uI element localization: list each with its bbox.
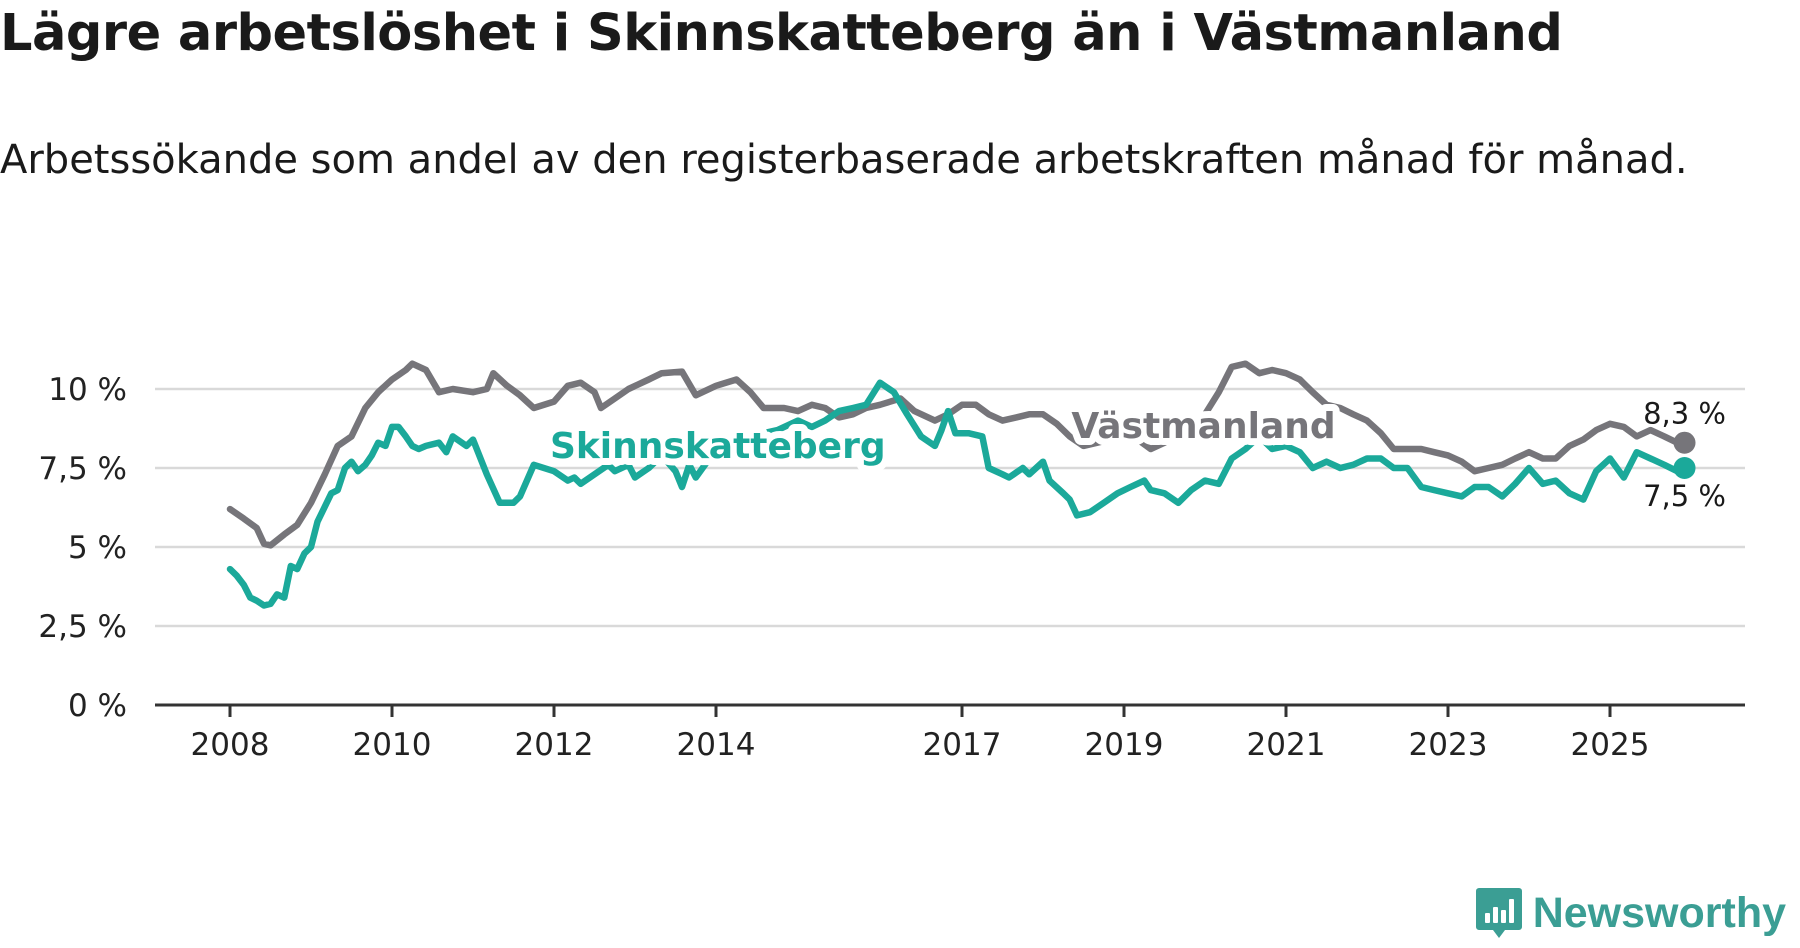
brand[interactable]: Newsworthy: [1475, 886, 1786, 940]
series-label-skinnskatteberg: Skinnskatteberg: [550, 426, 886, 467]
grid-layer: [155, 387, 1745, 628]
series-line-skinnskatteberg: [226, 379, 1688, 609]
x-tick-label: 2008: [191, 727, 270, 763]
x-tick-label: 2023: [1409, 727, 1488, 763]
x-tick-label: 2025: [1571, 727, 1650, 763]
chart-title: Lägre arbetslöshet i Skinnskatteberg än …: [0, 4, 1563, 63]
series-label-halo-skinnskatteberg: Skinnskatteberg: [550, 426, 886, 467]
x-tick-label: 2019: [1085, 727, 1164, 763]
series-label-västmanland: Västmanland: [1071, 406, 1335, 447]
y-tick-label: 2,5 %: [38, 609, 127, 645]
y-tick-label: 5 %: [68, 530, 127, 566]
x-tick-label: 2017: [923, 727, 1002, 763]
y-tick-label: 0 %: [68, 688, 127, 724]
endpoint-marker-västmanland: [1673, 431, 1696, 454]
axis-layer: 0 % 2,5 % 5 % 7,5 % 10 % 2008 2010 2012 2014 2017…: [38, 372, 1745, 763]
series-label-halo-västmanland: Västmanland: [1071, 406, 1335, 447]
x-tick-label: 2014: [677, 727, 756, 763]
x-tick-label: 2010: [353, 727, 432, 763]
newsworthy-logo-icon: [1475, 888, 1522, 938]
chart-subtitle: Arbetssökande som andel av den registerb…: [0, 137, 1688, 183]
series-layer: [226, 360, 1696, 609]
x-tick-label: 2012: [515, 727, 594, 763]
endpoint-marker-skinnskatteberg: [1673, 457, 1696, 479]
label-layer: 8,3 %7,5 %VästmanlandVästmanlandSkinnska…: [543, 397, 1726, 513]
brand-name: Newsworthy: [1532, 888, 1786, 937]
end-value-label-västmanland: 8,3 %: [1643, 397, 1726, 431]
y-tick-label: 7,5 %: [38, 451, 127, 487]
line-chart: 0 % 2,5 % 5 % 7,5 % 10 % 2008 2010 2012 2014 2017…: [38, 360, 1745, 763]
end-value-label-skinnskatteberg: 7,5 %: [1643, 479, 1726, 513]
series-line-västmanland: [226, 360, 1688, 549]
y-tick-label: 10 %: [48, 372, 127, 408]
x-tick-label: 2021: [1247, 727, 1326, 763]
